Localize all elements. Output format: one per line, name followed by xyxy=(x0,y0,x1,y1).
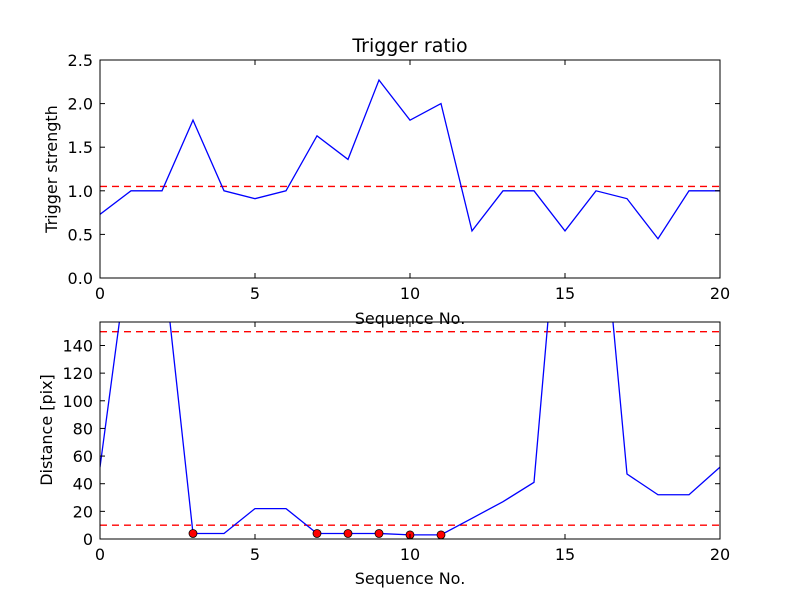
x-tick-label: 15 xyxy=(555,284,575,303)
data-point-marker xyxy=(436,530,446,539)
data-point-marker xyxy=(188,529,198,538)
y-tick-label: 100 xyxy=(62,392,93,411)
data-point-marker xyxy=(374,529,384,538)
y-tick-label: 1.5 xyxy=(68,138,93,157)
y-tick-label: 80 xyxy=(73,419,93,438)
y-tick-label: 1.0 xyxy=(68,182,93,201)
x-tick-label: 0 xyxy=(95,545,105,564)
x-tick-label: 10 xyxy=(400,545,420,564)
y-tick-label: 20 xyxy=(73,502,93,521)
x-tick-label: 15 xyxy=(555,545,575,564)
y-tick-label: 2.0 xyxy=(68,95,93,114)
y-tick-label: 0 xyxy=(83,530,93,549)
x-tick-label: 20 xyxy=(710,545,730,564)
x-tick-label: 5 xyxy=(250,284,260,303)
chart-title: Trigger ratio xyxy=(351,35,467,57)
series-line-bottom xyxy=(100,322,720,536)
data-point-marker xyxy=(343,529,353,538)
y-tick-label: 60 xyxy=(73,447,93,466)
y-axis-label-bottom: Distance [pix] xyxy=(37,374,56,486)
y-tick-label: 0.5 xyxy=(68,225,93,244)
y-tick-label: 40 xyxy=(73,475,93,494)
x-tick-label: 10 xyxy=(400,284,420,303)
data-point-marker xyxy=(312,529,322,538)
plot-frame-bottom xyxy=(99,321,721,540)
y-tick-label: 2.5 xyxy=(68,51,93,70)
y-tick-label: 120 xyxy=(62,364,93,383)
series-line-top xyxy=(100,78,720,240)
x-axis-label-top: Sequence No. xyxy=(355,309,466,328)
x-axis-label-bottom: Sequence No. xyxy=(355,569,466,588)
x-tick-label: 0 xyxy=(95,284,105,303)
trigger-ratio-panel: Trigger ratio 0 5 10 15 20 0.0 0.5 1.0 1.5 2.0 2.5… xyxy=(42,35,730,328)
x-tick-label: 5 xyxy=(250,545,260,564)
x-tick-label: 20 xyxy=(710,284,730,303)
y-tick-label: 140 xyxy=(62,336,93,355)
plot-frame-top xyxy=(99,59,721,279)
y-tick-label: 0.0 xyxy=(68,269,93,288)
y-axis-label-top: Trigger strength xyxy=(42,105,61,234)
